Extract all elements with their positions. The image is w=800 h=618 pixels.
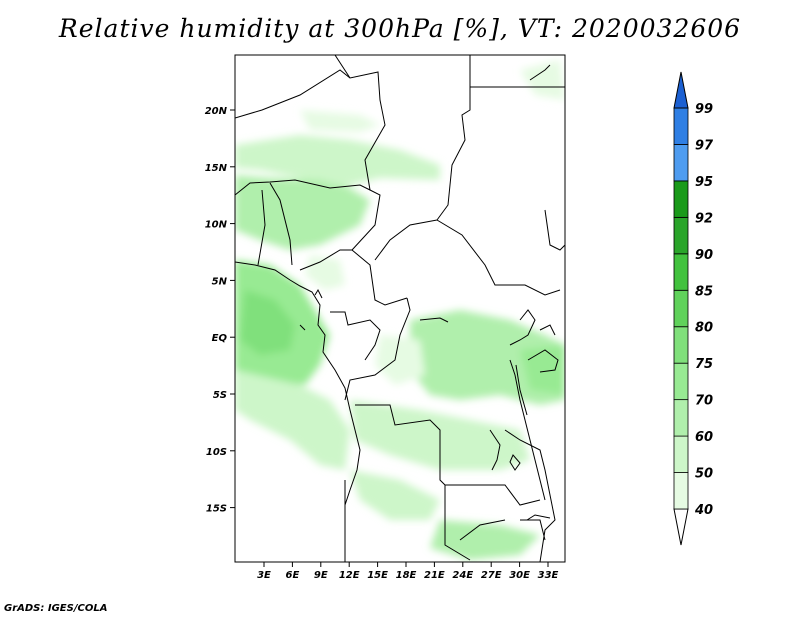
colorbar-segment (673, 399, 689, 437)
grads-credit: GrADS: IGES/COLA (4, 603, 108, 614)
colorbar: 40 50 60 70 75 80 85 90 92 95 97 99 (673, 71, 714, 546)
lat-label: 20N (205, 106, 228, 117)
lon-label: 6E (286, 570, 300, 581)
lat-label: 10N (205, 220, 228, 231)
lon-label: 21E (424, 570, 445, 581)
colorbar-label: 92 (695, 211, 713, 226)
humidity-shading (235, 55, 565, 562)
colorbar-label: 50 (695, 467, 713, 482)
colorbar-segment (673, 253, 689, 291)
colorbar-segment (673, 362, 689, 401)
country-borders (235, 55, 565, 562)
colorbar-segment (673, 144, 689, 182)
colorbar-label: 90 (695, 248, 713, 263)
colorbar-label: 40 (694, 503, 713, 518)
lon-label: 15E (367, 570, 388, 581)
colorbar-label: 95 (695, 175, 713, 190)
colorbar-label: 60 (695, 430, 713, 445)
colorbar-label: 97 (695, 138, 714, 153)
colorbar-label: 85 (695, 284, 713, 299)
colorbar-segment (673, 435, 689, 473)
lat-label: 15N (205, 163, 228, 174)
colorbar-label: 75 (695, 357, 713, 372)
lat-label: 5S (213, 390, 227, 401)
lat-label: 5N (212, 276, 228, 287)
colorbar-segment (673, 326, 689, 364)
colorbar-bottom-arrow (673, 508, 689, 546)
lat-label: 15S (206, 504, 227, 515)
lon-label: 27E (481, 570, 502, 581)
lat-label: EQ (212, 333, 228, 344)
colorbar-label: 80 (695, 321, 713, 336)
map-title: Relative humidity at 300hPa [%], VT: 202… (58, 14, 742, 43)
lon-label: 12E (339, 570, 360, 581)
colorbar-segment (673, 107, 689, 145)
colorbar-top-arrow (673, 71, 689, 109)
coastline (235, 64, 559, 521)
lon-label: 30E (509, 570, 530, 581)
lat-label: 10S (206, 447, 227, 458)
colorbar-label: 70 (695, 394, 713, 409)
lon-label: 3E (257, 570, 271, 581)
lon-label: 24E (452, 570, 473, 581)
colorbar-segment (673, 216, 689, 255)
map-frame (234, 54, 566, 563)
colorbar-label: 99 (695, 102, 713, 117)
lon-label: 9E (314, 570, 328, 581)
latitude-axis: 20N 15N 10N 5N EQ 5S 10S 15S (205, 106, 235, 515)
longitude-axis: 3E 6E 9E 12E 15E 18E 21E 24E 27E 30E 33E (257, 562, 559, 581)
colorbar-segment (673, 289, 689, 328)
lon-label: 33E (538, 570, 559, 581)
colorbar-segment (673, 472, 689, 510)
colorbar-segment (673, 180, 689, 218)
lon-label: 18E (396, 570, 417, 581)
